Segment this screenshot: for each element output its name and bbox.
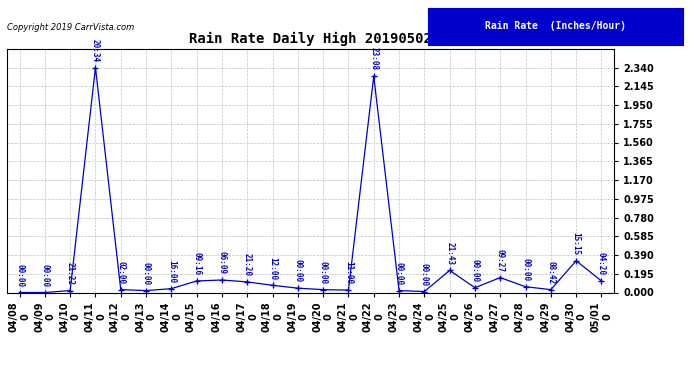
Text: 21:22: 21:22 bbox=[66, 262, 75, 285]
Text: 21:20: 21:20 bbox=[243, 253, 252, 276]
Text: Rain Rate  (Inches/Hour): Rain Rate (Inches/Hour) bbox=[485, 21, 626, 31]
Text: 21:43: 21:43 bbox=[445, 242, 454, 265]
Text: 00:00: 00:00 bbox=[319, 261, 328, 284]
Text: 06:09: 06:09 bbox=[217, 251, 226, 274]
Text: 23:08: 23:08 bbox=[369, 48, 378, 70]
Text: 00:00: 00:00 bbox=[420, 263, 429, 286]
Text: 09:16: 09:16 bbox=[192, 252, 201, 275]
Text: 00:00: 00:00 bbox=[395, 262, 404, 285]
Text: 12:00: 12:00 bbox=[268, 256, 277, 280]
Text: 11:00: 11:00 bbox=[344, 261, 353, 285]
Text: 16:00: 16:00 bbox=[167, 260, 176, 283]
Text: 20:34: 20:34 bbox=[91, 39, 100, 62]
Text: 00:00: 00:00 bbox=[15, 264, 24, 287]
Text: Copyright 2019 CarrVista.com: Copyright 2019 CarrVista.com bbox=[7, 22, 134, 32]
Text: 00:00: 00:00 bbox=[521, 258, 530, 281]
Text: 00:00: 00:00 bbox=[40, 264, 50, 287]
Text: 00:00: 00:00 bbox=[141, 262, 150, 285]
Text: 08:42: 08:42 bbox=[546, 261, 555, 284]
Text: 15:15: 15:15 bbox=[571, 232, 581, 255]
Text: 00:00: 00:00 bbox=[293, 260, 302, 283]
Text: 09:27: 09:27 bbox=[495, 249, 505, 272]
Text: 00:00: 00:00 bbox=[471, 259, 480, 282]
Text: 04:20: 04:20 bbox=[597, 252, 606, 275]
Title: Rain Rate Daily High 20190502: Rain Rate Daily High 20190502 bbox=[189, 32, 432, 46]
Text: 02:00: 02:00 bbox=[116, 261, 126, 284]
